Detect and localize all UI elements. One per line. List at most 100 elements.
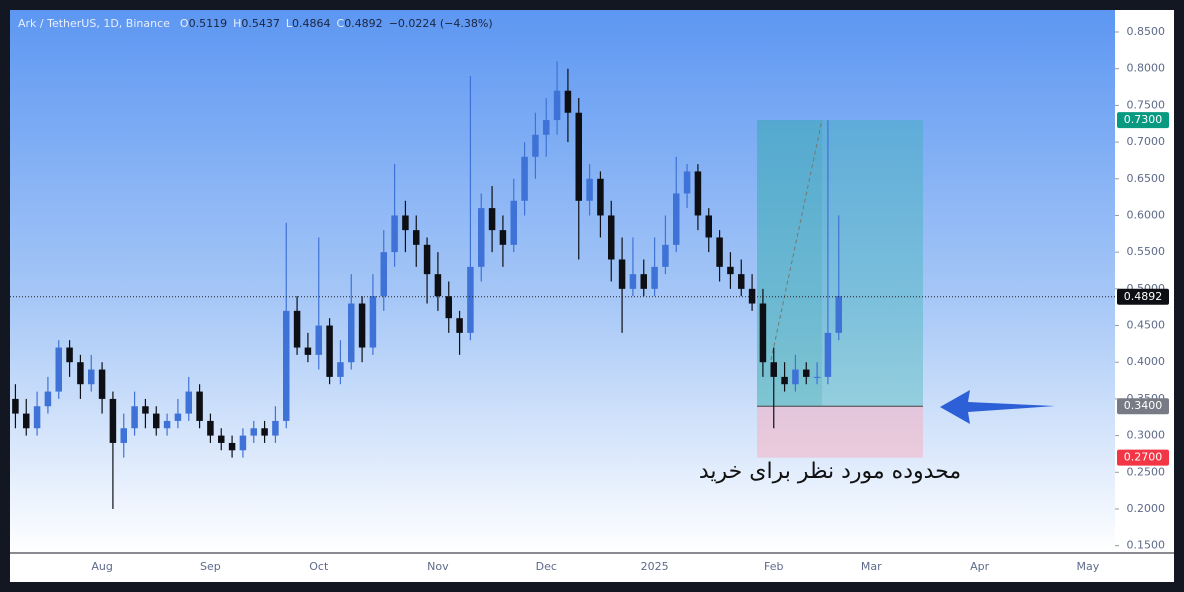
y-tick-label: 0.4500 bbox=[1127, 319, 1166, 332]
ohlc-key: O bbox=[180, 17, 189, 30]
candle-body bbox=[77, 362, 84, 385]
y-tick-label: 0.7000 bbox=[1127, 135, 1166, 148]
candle-body bbox=[337, 362, 344, 377]
ohlc-key: C bbox=[337, 17, 345, 30]
candle-body bbox=[673, 193, 680, 245]
candle-body bbox=[44, 391, 52, 407]
header-text: Ark / TetherUS, 1D, Binance O0.5119 H0.543… bbox=[18, 17, 493, 30]
filled-zone bbox=[757, 120, 822, 407]
candle-body bbox=[315, 325, 322, 355]
candle-body bbox=[770, 362, 777, 377]
candle-body bbox=[738, 274, 745, 289]
candle-body bbox=[293, 310, 301, 348]
candle-body bbox=[358, 303, 366, 348]
x-tick-label: May bbox=[1077, 560, 1100, 573]
candle-body bbox=[207, 420, 214, 436]
plot-background bbox=[10, 10, 1115, 553]
y-tick-label: 0.5500 bbox=[1127, 245, 1166, 258]
candle-body bbox=[228, 442, 236, 451]
x-tick-label: Sep bbox=[200, 560, 221, 573]
candle-body bbox=[640, 274, 647, 289]
candle-body bbox=[748, 288, 756, 304]
candle-body bbox=[651, 266, 658, 289]
candle-body bbox=[434, 274, 442, 297]
candle-body bbox=[575, 112, 582, 201]
candle-body bbox=[250, 428, 257, 436]
y-tick-label: 0.1500 bbox=[1127, 539, 1166, 552]
x-tick-label: Nov bbox=[427, 560, 449, 573]
candle-body bbox=[510, 200, 517, 245]
annotation: محدوده مورد نظر برای خرید bbox=[699, 459, 961, 484]
candle-body bbox=[488, 208, 496, 231]
candle-body bbox=[88, 369, 95, 385]
candle-body bbox=[478, 208, 485, 267]
candle-body bbox=[348, 303, 355, 363]
candle-body bbox=[174, 413, 182, 421]
last-price-label-bg bbox=[1117, 288, 1169, 305]
candle-body bbox=[131, 406, 138, 429]
y-tick-label: 0.8000 bbox=[1127, 62, 1166, 75]
entry-label-bg bbox=[1117, 398, 1169, 415]
candle-body bbox=[792, 369, 799, 385]
candle-body bbox=[98, 369, 106, 399]
candle-body bbox=[813, 376, 821, 378]
trade-path bbox=[770, 119, 823, 361]
candle-body bbox=[532, 134, 539, 157]
candle-body bbox=[283, 310, 290, 421]
ohlc-key: H bbox=[233, 17, 241, 30]
target-zone bbox=[757, 120, 923, 407]
candle-body bbox=[835, 296, 842, 333]
ohlc-value: 0.4892 bbox=[344, 17, 383, 30]
candle-body bbox=[564, 90, 572, 113]
candle-body bbox=[413, 230, 420, 245]
candle-body bbox=[12, 398, 19, 414]
y-tick-label: 0.7500 bbox=[1127, 98, 1166, 111]
candle-body bbox=[553, 90, 561, 121]
candle-body bbox=[326, 325, 333, 377]
candle-body bbox=[586, 178, 593, 201]
candle-body bbox=[109, 398, 117, 443]
candle-body bbox=[196, 391, 203, 421]
target-label-bg bbox=[1117, 112, 1169, 129]
plot: 0.15000.20000.25000.30000.35000.40000.45… bbox=[10, 25, 1169, 573]
candle-body bbox=[142, 406, 149, 414]
y-tick-label: 0.2000 bbox=[1127, 502, 1166, 515]
candle-body bbox=[239, 435, 247, 451]
candle-body bbox=[521, 156, 528, 201]
last-price-label: 0.4892 bbox=[1124, 290, 1163, 303]
candle-body bbox=[543, 120, 550, 135]
candle-body bbox=[716, 237, 723, 267]
candle-body bbox=[185, 391, 192, 414]
stop-zone bbox=[757, 406, 923, 458]
y-tick-label: 0.3000 bbox=[1127, 429, 1166, 442]
candle-body bbox=[608, 215, 615, 260]
x-tick-label: Dec bbox=[536, 560, 557, 573]
candle-body bbox=[629, 274, 637, 289]
candle-body bbox=[163, 420, 171, 429]
candle-body bbox=[33, 406, 41, 429]
ohlc-key: L bbox=[286, 17, 293, 30]
candle-body bbox=[499, 230, 507, 245]
candle-body bbox=[120, 428, 127, 443]
x-tick-label: Feb bbox=[764, 560, 783, 573]
ohlc-value: 0.5437 bbox=[241, 17, 280, 30]
candle-body bbox=[23, 413, 30, 429]
x-tick-label: Aug bbox=[91, 560, 112, 573]
x-tick-label: Apr bbox=[970, 560, 990, 573]
y-tick-label: 0.2500 bbox=[1127, 465, 1166, 478]
stop-label: 0.2700 bbox=[1124, 451, 1163, 464]
candle-body bbox=[683, 171, 691, 194]
x-tick-label: Oct bbox=[309, 560, 329, 573]
stop-label-bg bbox=[1117, 449, 1169, 466]
y-tick-label: 0.6000 bbox=[1127, 208, 1166, 221]
candle-body bbox=[445, 296, 452, 319]
candle-body bbox=[618, 259, 626, 289]
candle-body bbox=[66, 347, 73, 363]
candle-body bbox=[803, 369, 810, 377]
arrow bbox=[940, 390, 1055, 424]
candle-body bbox=[597, 178, 604, 216]
header: Ark / TetherUS, 1D, Binance O0.5119 H0.543… bbox=[18, 17, 493, 30]
candle-body bbox=[380, 252, 387, 297]
